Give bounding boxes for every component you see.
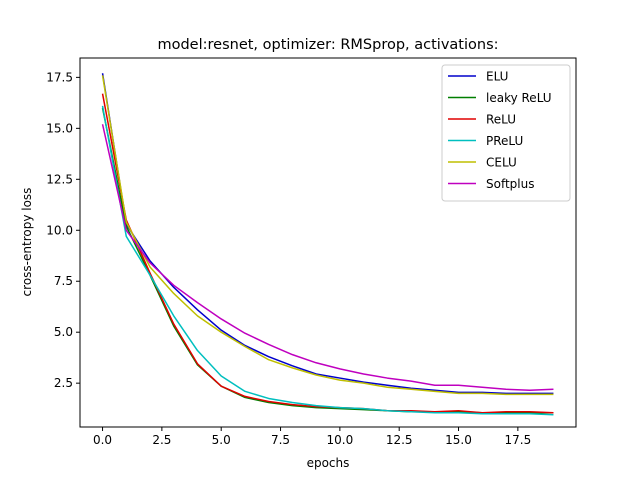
x-tick-label: 5.0 bbox=[212, 433, 231, 447]
legend-label-2: ReLU bbox=[486, 113, 516, 127]
y-axis-label: cross-entropy loss bbox=[20, 188, 34, 297]
axes-frame bbox=[79, 57, 577, 428]
legend-box bbox=[441, 64, 571, 202]
x-tick-label: 2.5 bbox=[152, 433, 171, 447]
series-line-3 bbox=[101, 105, 554, 416]
y-tick-label: 10.0 bbox=[46, 223, 73, 237]
y-tick-label: 12.5 bbox=[46, 172, 73, 186]
chart-title: model:resnet, optimizer: RMSprop, activa… bbox=[157, 37, 498, 53]
x-tick-label: 10.0 bbox=[327, 433, 354, 447]
y-tick-label: 7.5 bbox=[54, 274, 73, 288]
y-tick-label: 17.5 bbox=[46, 70, 73, 84]
y-tick-label: 2.5 bbox=[54, 376, 73, 390]
legend-label-0: ELU bbox=[486, 70, 508, 84]
y-tick-label: 5.0 bbox=[54, 325, 73, 339]
series-line-5 bbox=[101, 124, 554, 392]
x-tick-label: 12.5 bbox=[386, 433, 413, 447]
x-tick-label: 17.5 bbox=[504, 433, 531, 447]
x-tick-label: 15.0 bbox=[445, 433, 472, 447]
series-line-4 bbox=[101, 75, 554, 396]
legend-label-1: leaky ReLU bbox=[486, 91, 552, 105]
legend-label-4: CELU bbox=[486, 156, 517, 170]
legend: ELU leaky ReLU ReLU PReLU CELU Softplus bbox=[441, 64, 571, 202]
series-line-0 bbox=[101, 73, 554, 395]
legend-label-3: PReLU bbox=[486, 134, 523, 148]
x-tick-label: 0.0 bbox=[93, 433, 112, 447]
x-tick-label: 7.5 bbox=[271, 433, 290, 447]
legend-label-5: Softplus bbox=[486, 177, 535, 191]
x-axis-label: epochs bbox=[307, 456, 350, 470]
y-tick-label: 15.0 bbox=[46, 121, 73, 135]
plot-area: 0.0 2.5 5.0 7.5 10.0 12.5 15.0 17.5 2.5 5.0 7.5 10.… bbox=[46, 57, 577, 447]
